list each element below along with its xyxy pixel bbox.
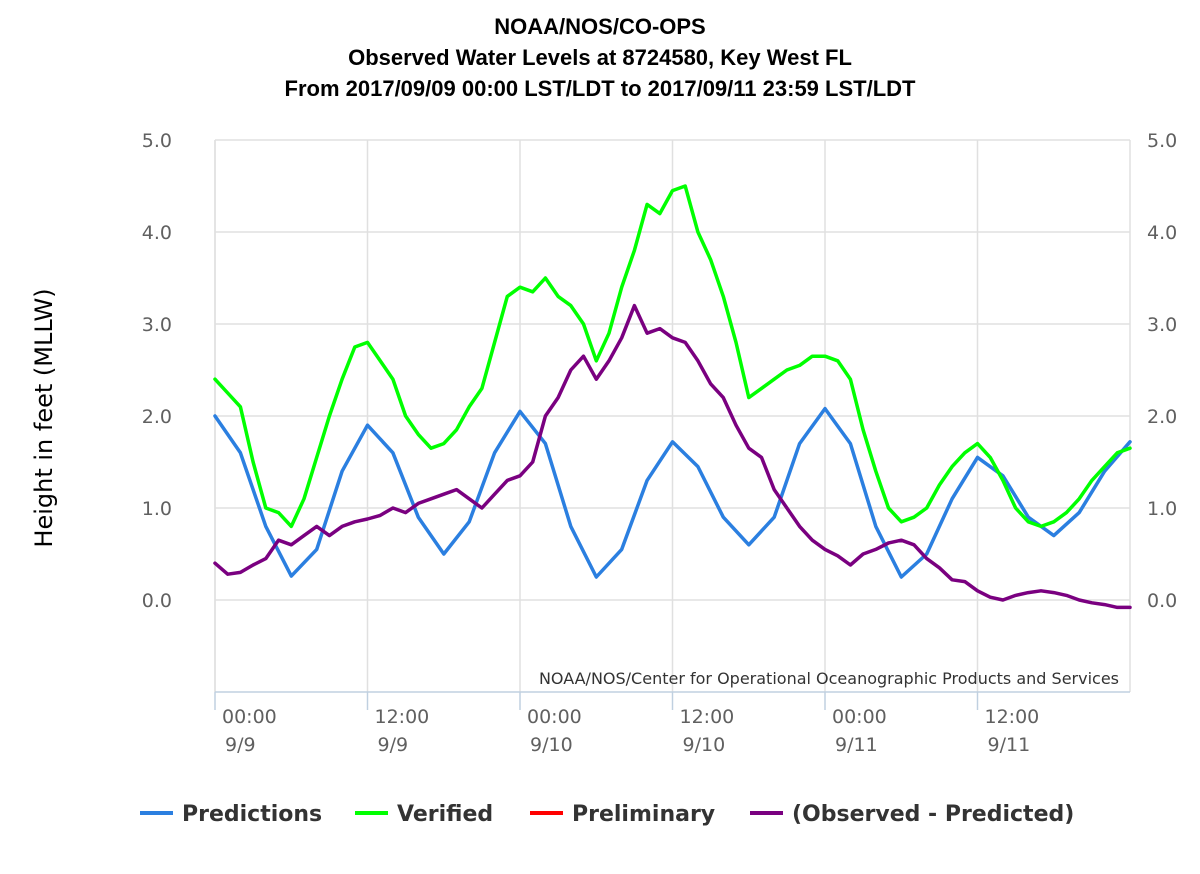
y-tick-label-right: 1.0 — [1147, 498, 1177, 520]
legend-label: (Observed - Predicted) — [792, 802, 1074, 827]
x-tick-label-date: 9/11 — [988, 734, 1031, 756]
x-tick-label-date: 9/10 — [683, 734, 726, 756]
x-tick-label-time: 12:00 — [680, 706, 735, 728]
x-tick-label-date: 9/9 — [378, 734, 409, 756]
x-tick-label-time: 00:00 — [832, 706, 887, 728]
legend[interactable]: Predictions Verified Preliminary (Observed … — [140, 802, 1074, 827]
axis-layer: 0.0 0.0 1.0 1.0 2.0 2.0 3.0 3.0 4.0 4.0 5.0 5.0 00:0… — [142, 130, 1177, 756]
series-line-observed-predicted — [213, 303, 1132, 610]
series-line-predictions — [213, 406, 1132, 579]
y-tick-label-right: 2.0 — [1147, 406, 1177, 428]
x-tick-label-time: 00:00 — [527, 706, 582, 728]
y-tick-label-left: 5.0 — [142, 130, 172, 152]
x-tick-label-time: 00:00 — [222, 706, 277, 728]
y-tick-label-right: 4.0 — [1147, 222, 1177, 244]
legend-item-observed-predicted[interactable]: (Observed - Predicted) — [750, 802, 1074, 827]
x-tick-label-date: 9/10 — [530, 734, 573, 756]
x-tick-label-time: 12:00 — [375, 706, 430, 728]
x-tick-label-date: 9/9 — [225, 734, 256, 756]
legend-item-preliminary[interactable]: Preliminary — [530, 802, 715, 827]
title-line-2: Observed Water Levels at 8724580, Key We… — [348, 45, 852, 70]
y-tick-label-right: 3.0 — [1147, 314, 1177, 336]
legend-label: Predictions — [182, 802, 322, 827]
credit-text: NOAA/NOS/Center for Operational Oceanogr… — [539, 669, 1119, 688]
x-tick-label-time: 12:00 — [985, 706, 1040, 728]
y-tick-label-left: 1.0 — [142, 498, 172, 520]
legend-item-predictions[interactable]: Predictions — [140, 802, 322, 827]
series-line-verified — [213, 184, 1132, 529]
grid-layer — [214, 139, 1130, 692]
y-tick-label-left: 2.0 — [142, 406, 172, 428]
legend-label: Preliminary — [572, 802, 715, 827]
chart-title: NOAA/NOS/CO-OPS Observed Water Levels at… — [285, 14, 917, 101]
y-axis-label: Height in feet (MLLW) — [30, 288, 58, 547]
y-tick-label-left: 3.0 — [142, 314, 172, 336]
y-tick-label-left: 0.0 — [142, 590, 172, 612]
title-line-1: NOAA/NOS/CO-OPS — [494, 14, 705, 39]
y-tick-label-right: 0.0 — [1147, 590, 1177, 612]
y-tick-label-left: 4.0 — [142, 222, 172, 244]
title-line-3: From 2017/09/09 00:00 LST/LDT to 2017/09… — [285, 76, 917, 101]
y-tick-label-right: 5.0 — [1147, 130, 1177, 152]
legend-item-verified[interactable]: Verified — [355, 802, 493, 827]
legend-label: Verified — [397, 802, 493, 827]
series-layer — [213, 184, 1132, 610]
x-tick-label-date: 9/11 — [835, 734, 878, 756]
